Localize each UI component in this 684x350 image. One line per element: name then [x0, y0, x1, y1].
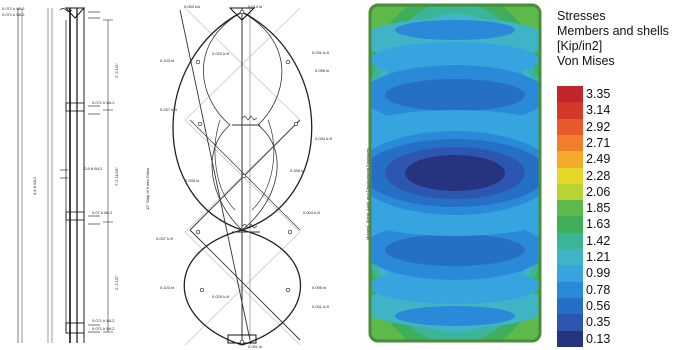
- envelope-label: 0.034 k-ft: [315, 136, 333, 141]
- envelope-label: 0.037 k-ft: [160, 107, 178, 112]
- legend-title-line: Members and shells: [557, 24, 669, 38]
- legend-value: 2.06: [586, 184, 611, 199]
- reaction-label: 0.07 k WL2: [92, 210, 113, 215]
- legend-swatch: [557, 118, 583, 136]
- envelope-label: 0.095 in: [312, 285, 326, 290]
- legend-title-line: Von Mises: [557, 54, 615, 68]
- reaction-label: 0.071 k WL2: [92, 100, 115, 105]
- legend-swatch: [557, 314, 583, 331]
- reaction-label: 0.071 k WL2: [92, 326, 115, 331]
- reaction-label: 0.071 k WL2: [2, 6, 25, 11]
- legend-title-line: Stresses: [557, 9, 606, 23]
- legend-swatch: [557, 167, 583, 185]
- reaction-label: 0.071 k WL2: [92, 318, 115, 323]
- legend-swatch: [557, 200, 583, 217]
- legend-swatch: [557, 102, 583, 120]
- legend-value: 0.56: [586, 298, 611, 313]
- load-label-vertical: 0.8 ft WL2: [32, 176, 37, 195]
- legend-value: 1.21: [586, 250, 611, 264]
- legend-swatch: [557, 183, 583, 201]
- envelope-label: 0.103 in: [160, 285, 174, 290]
- envelope-label: 0.031 k-ft: [312, 304, 330, 309]
- envelope-label: 0.037 k-ft: [156, 236, 174, 241]
- envelope-label: 0.053 k/s: [184, 4, 200, 9]
- legend-value: 1.85: [586, 201, 611, 216]
- legend-title: Stresses Members and shells [Kip/in2] Vo…: [557, 9, 669, 69]
- legend-value: 1.63: [586, 217, 611, 232]
- legend-value: 0.99: [586, 266, 611, 281]
- load-label: 0.8 ft WL2: [84, 166, 103, 171]
- legend-value: 2.71: [586, 135, 611, 150]
- legend-value: 0.35: [586, 315, 611, 330]
- legend-swatch: [557, 281, 583, 299]
- envelope-label: 0.035 in: [185, 178, 199, 183]
- envelope-diagram: 0.053 k/s 0.014 in 0.020 k-ft 0.031 k-ft…: [140, 0, 360, 350]
- reaction-label: 0.071 k WL2: [2, 12, 25, 17]
- legend-value: 3.14: [586, 103, 611, 118]
- legend-value: 0.78: [586, 282, 611, 297]
- envelope-label: 0.051 in: [248, 344, 262, 349]
- envelope-label: 0.025 k-ft: [212, 294, 230, 299]
- legend-value: 1.42: [586, 233, 611, 248]
- legend-swatch: [557, 249, 583, 266]
- legend-swatch: [557, 216, 583, 234]
- dimension-label: 2'-3 1/2": [114, 63, 119, 78]
- legend-swatch: [557, 330, 583, 348]
- legend-swatch: [557, 86, 583, 103]
- legend-swatch: [557, 232, 583, 250]
- legend-value: 0.13: [586, 331, 611, 346]
- legend-value: 2.28: [586, 168, 611, 183]
- stress-contour-plot: Moment, Shear, Axial, and Displacement E…: [365, 0, 545, 350]
- legend-swatch: [557, 151, 583, 168]
- legend-swatch: [557, 297, 583, 315]
- envelope-label: 0.031 k-ft: [312, 50, 330, 55]
- dimension-label: 7'-5 11/16": [114, 167, 119, 186]
- envelope-label: 0.020 k-ft: [212, 51, 230, 56]
- legend-swatch: [557, 134, 583, 152]
- elevation-drawing: 0.071 k WL2 0.071 k WL2 0.071 k WL2 0.07…: [0, 0, 140, 350]
- plot-side-label: Moment, Shear, Axial, and Displacement E…: [365, 148, 370, 240]
- envelope-label: 0.095 in: [315, 68, 329, 73]
- stress-legend: Stresses Members and shells [Kip/in2] Vo…: [545, 0, 684, 350]
- envelope-label: 0.014 in: [248, 4, 262, 9]
- legend-value: 2.49: [586, 152, 611, 167]
- strip-label: 12" Strip of 6 mm Glass: [145, 168, 150, 210]
- envelope-label: 0.103 in: [160, 58, 174, 63]
- legend-swatch: [557, 265, 583, 283]
- envelope-label: 0.004 k-ft: [303, 210, 321, 215]
- legend-title-line: [Kip/in2]: [557, 39, 603, 53]
- legend-value: 2.92: [586, 119, 611, 134]
- dimension-label: 2'-3 1/2": [114, 275, 119, 290]
- envelope-label: 0.335 in: [290, 168, 304, 173]
- legend-value: 3.35: [586, 87, 611, 101]
